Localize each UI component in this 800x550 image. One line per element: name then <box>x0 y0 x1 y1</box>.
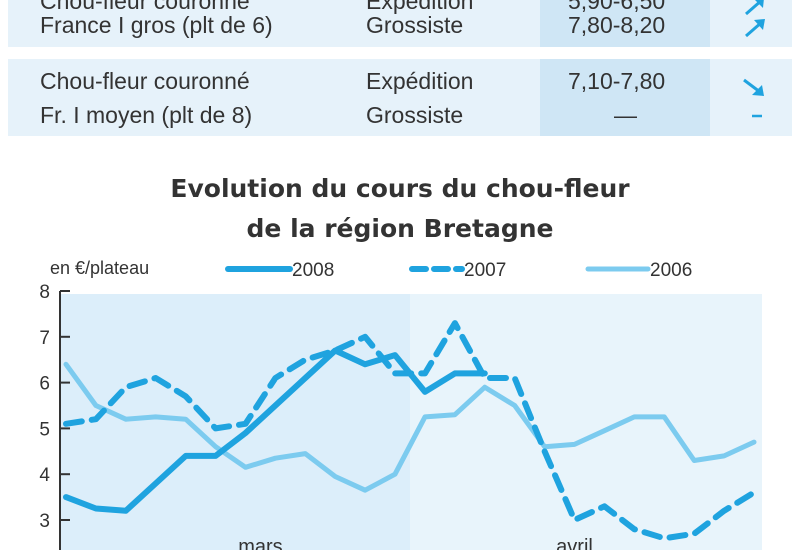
chart-title: Evolution du cours du chou-fleur <box>170 174 630 203</box>
y-tick-label: 4 <box>39 465 50 486</box>
y-tick-label: 7 <box>39 328 50 349</box>
plot-background-april <box>410 294 762 550</box>
product-name: Chou-fleur couronné <box>40 68 250 94</box>
product-name: Chou-fleur couronné <box>40 0 250 14</box>
y-tick-label: 3 <box>39 511 50 532</box>
market-type: Grossiste <box>366 12 464 38</box>
price-range: 7,80-8,20 <box>568 12 666 38</box>
series-line-2008 <box>63 347 488 514</box>
down-arrow-icon <box>743 78 764 96</box>
product-name: France I gros (plt de 6) <box>40 12 273 38</box>
y-tick-label: 5 <box>39 419 50 440</box>
x-tick-label: avril <box>556 536 593 550</box>
market-type: Grossiste <box>366 102 464 128</box>
price-range: — <box>614 102 637 128</box>
y-tick-label: 8 <box>39 282 50 303</box>
y-tick-label: 6 <box>39 374 50 395</box>
dash-icon <box>752 114 762 118</box>
legend-label-2008: 2008 <box>292 260 334 281</box>
market-type: Expédition <box>366 68 474 94</box>
price-range: 7,10-7,80 <box>568 68 666 94</box>
up-arrow-icon <box>745 0 764 16</box>
row-divider <box>8 47 792 59</box>
chart-subtitle: de la région Bretagne <box>246 214 554 243</box>
price-range: 5,90-6,50 <box>568 0 666 14</box>
market-type: Expédition <box>366 0 474 14</box>
x-tick-label: mars <box>238 536 282 550</box>
product-name: Fr. I moyen (plt de 8) <box>40 102 253 128</box>
legend-label-2006: 2006 <box>650 260 692 281</box>
price-column-background <box>540 0 710 136</box>
up-arrow-icon <box>745 19 765 38</box>
legend-label-2007: 2007 <box>464 260 506 281</box>
series-line-2006 <box>63 361 757 493</box>
y-axis-unit-label: en €/plateau <box>50 258 150 278</box>
